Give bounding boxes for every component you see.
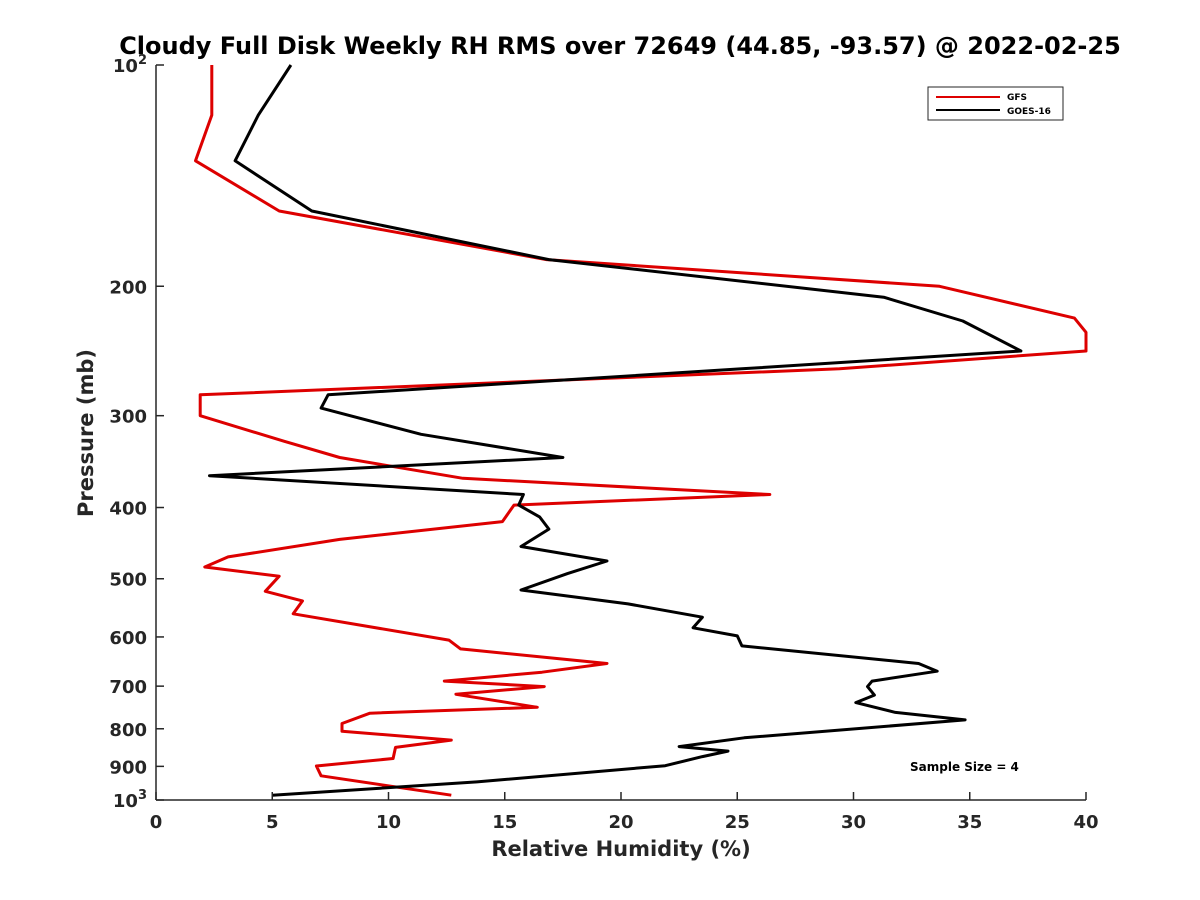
legend: GFS GOES-16 [927, 86, 1064, 121]
legend-label-gfs: GFS [1007, 93, 1027, 103]
y-tick-label: 200 [109, 277, 147, 298]
y-axis-label: Pressure (mb) [74, 349, 98, 517]
x-axis-label: Relative Humidity (%) [491, 837, 750, 861]
y-tick-label: 900 [109, 757, 147, 778]
x-tick-label: 15 [492, 812, 517, 833]
x-tick-label: 25 [725, 812, 750, 833]
plot-lines [194, 64, 1088, 797]
y-tick-label: 700 [109, 677, 147, 698]
y-tick-label: 500 [109, 570, 147, 591]
series-line-gfs [194, 65, 1088, 797]
y-tick-label: 400 [109, 499, 147, 520]
x-tick-label: 20 [608, 812, 633, 833]
y-tick-label: 800 [109, 720, 147, 741]
x-tick-label: 30 [841, 812, 866, 833]
x-tick-label: 40 [1073, 812, 1098, 833]
x-tick-label: 5 [266, 812, 279, 833]
y-tick-label: 103 [113, 788, 147, 812]
y-axis-ticks: 102 200 300 400 500 600 700 800 900 103 [109, 53, 164, 812]
y-tick-label: 600 [109, 628, 147, 649]
chart-title: Cloudy Full Disk Weekly RH RMS over 7264… [119, 32, 1121, 60]
legend-label-goes16: GOES-16 [1007, 107, 1051, 117]
x-axis-ticks: 0 5 10 15 20 25 30 35 40 [150, 792, 1099, 833]
series-line-goes16 [208, 64, 1023, 797]
x-tick-label: 10 [376, 812, 401, 833]
x-tick-label: 0 [150, 812, 163, 833]
x-tick-label: 35 [957, 812, 982, 833]
y-tick-label: 300 [109, 407, 147, 428]
sample-size-annotation: Sample Size = 4 [910, 760, 1019, 774]
legend-box [927, 86, 1064, 121]
y-tick-label: 102 [113, 53, 147, 77]
